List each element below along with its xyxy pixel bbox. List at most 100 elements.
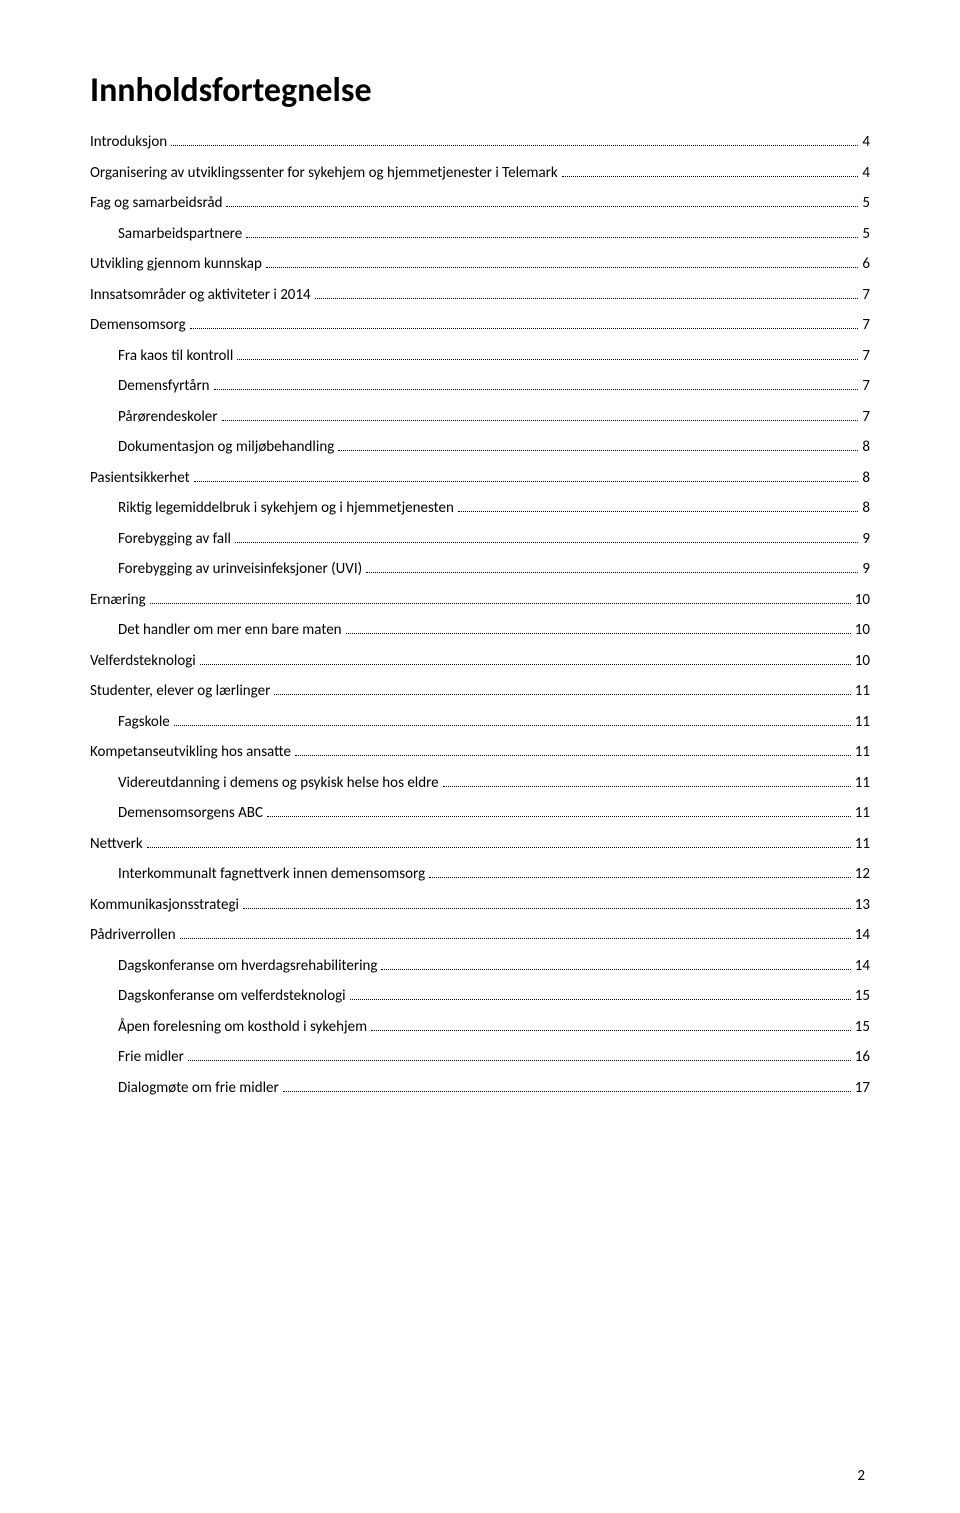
toc-entry-label: Ernæring xyxy=(90,589,146,612)
toc-entry-label: Nettverk xyxy=(90,833,143,856)
toc-entry-label: Utvikling gjennom kunnskap xyxy=(90,253,262,276)
toc-leader-dots xyxy=(267,816,851,817)
toc-entry-label: Demensomsorgens ABC xyxy=(118,802,263,825)
toc-entry[interactable]: Det handler om mer enn bare maten 10 xyxy=(90,619,870,642)
toc-entry-label: Fagskole xyxy=(118,711,170,734)
toc-entry-label: Pådriverrollen xyxy=(90,924,176,947)
toc-leader-dots xyxy=(200,664,851,665)
toc-entry-label: Åpen forelesning om kosthold i sykehjem xyxy=(118,1016,367,1039)
toc-leader-dots xyxy=(274,694,850,695)
toc-entry[interactable]: Introduksjon 4 xyxy=(90,131,870,154)
toc-leader-dots xyxy=(180,938,851,939)
toc-entry-page: 15 xyxy=(855,985,870,1008)
toc-entry[interactable]: Frie midler16 xyxy=(90,1046,870,1069)
toc-leader-dots xyxy=(458,511,859,512)
toc-entry-page: 7 xyxy=(862,375,870,398)
toc-entry[interactable]: Kommunikasjonsstrategi 13 xyxy=(90,894,870,917)
toc-leader-dots xyxy=(350,999,851,1000)
toc-entry[interactable]: Dokumentasjon og miljøbehandling 8 xyxy=(90,436,870,459)
toc-entry[interactable]: Innsatsområder og aktiviteter i 2014 7 xyxy=(90,284,870,307)
toc-entry-label: Dagskonferanse om velferdsteknologi xyxy=(118,985,346,1008)
toc-entry-page: 4 xyxy=(862,131,870,154)
toc-entry-page: 7 xyxy=(862,284,870,307)
toc-entry[interactable]: Nettverk11 xyxy=(90,833,870,856)
toc-entry[interactable]: Pådriverrollen14 xyxy=(90,924,870,947)
toc-entry-label: Dokumentasjon og miljøbehandling xyxy=(118,436,334,459)
toc-leader-dots xyxy=(190,328,859,329)
toc-entry[interactable]: Videreutdanning i demens og psykisk hels… xyxy=(90,772,870,795)
toc-leader-dots xyxy=(295,755,851,756)
toc-entry-label: Det handler om mer enn bare maten xyxy=(118,619,342,642)
toc-entry-page: 8 xyxy=(862,497,870,520)
toc-entry[interactable]: Organisering av utviklingssenter for syk… xyxy=(90,162,870,185)
toc-entry-label: Innsatsområder og aktiviteter i 2014 xyxy=(90,284,311,307)
toc-leader-dots xyxy=(346,633,851,634)
toc-leader-dots xyxy=(246,237,858,238)
toc-entry-page: 8 xyxy=(862,436,870,459)
toc-entry[interactable]: Åpen forelesning om kosthold i sykehjem1… xyxy=(90,1016,870,1039)
toc-entry[interactable]: Dagskonferanse om velferdsteknologi 15 xyxy=(90,985,870,1008)
toc-entry-page: 10 xyxy=(855,619,870,642)
toc-entry-label: Kompetanseutvikling hos ansatte xyxy=(90,741,291,764)
toc-entry[interactable]: Pasientsikkerhet8 xyxy=(90,467,870,490)
toc-leader-dots xyxy=(174,725,851,726)
toc-leader-dots xyxy=(150,603,851,604)
toc-entry[interactable]: Fagskole 11 xyxy=(90,711,870,734)
page-number: 2 xyxy=(857,1467,865,1485)
toc-entry-label: Pasientsikkerhet xyxy=(90,467,190,490)
toc-entry-label: Demensfyrtårn xyxy=(118,375,210,398)
toc-entry-page: 11 xyxy=(855,711,870,734)
toc-entry[interactable]: Velferdsteknologi 10 xyxy=(90,650,870,673)
toc-leader-dots xyxy=(443,786,851,787)
toc-entry-page: 5 xyxy=(862,223,870,246)
toc-entry-label: Kommunikasjonsstrategi xyxy=(90,894,239,917)
toc-entry-label: Pårørendeskoler xyxy=(118,406,218,429)
toc-entry-page: 5 xyxy=(862,192,870,215)
toc-entry[interactable]: Studenter, elever og lærlinger 11 xyxy=(90,680,870,703)
toc-leader-dots xyxy=(283,1091,851,1092)
toc-leader-dots xyxy=(235,542,858,543)
toc-leader-dots xyxy=(237,359,858,360)
toc-entry[interactable]: Forebygging av fall 9 xyxy=(90,528,870,551)
toc-entry-page: 12 xyxy=(855,863,870,886)
toc-entry-page: 13 xyxy=(855,894,870,917)
toc-entry-page: 10 xyxy=(855,650,870,673)
toc-entry-page: 11 xyxy=(855,680,870,703)
toc-leader-dots xyxy=(371,1030,851,1031)
toc-entry[interactable]: Dagskonferanse om hverdagsrehabilitering… xyxy=(90,955,870,978)
toc-entry-label: Velferdsteknologi xyxy=(90,650,196,673)
toc-entry[interactable]: Forebygging av urinveisinfeksjoner (UVI)… xyxy=(90,558,870,581)
toc-entry-page: 10 xyxy=(855,589,870,612)
toc-entry[interactable]: Kompetanseutvikling hos ansatte 11 xyxy=(90,741,870,764)
toc-entry[interactable]: Pårørendeskoler7 xyxy=(90,406,870,429)
toc-entry[interactable]: Interkommunalt fagnettverk innen demenso… xyxy=(90,863,870,886)
toc-entry[interactable]: Demensomsorgens ABC11 xyxy=(90,802,870,825)
toc-leader-dots xyxy=(222,420,859,421)
toc-entry-label: Frie midler xyxy=(118,1046,184,1069)
toc-entry[interactable]: Riktig legemiddelbruk i sykehjem og i hj… xyxy=(90,497,870,520)
toc-entry-label: Forebygging av fall xyxy=(118,528,231,551)
toc-entry[interactable]: Utvikling gjennom kunnskap6 xyxy=(90,253,870,276)
toc-leader-dots xyxy=(266,267,859,268)
toc-leader-dots xyxy=(243,908,851,909)
toc-entry-label: Fag og samarbeidsråd xyxy=(90,192,222,215)
toc-entry[interactable]: Dialogmøte om frie midler17 xyxy=(90,1077,870,1100)
toc-entry-label: Studenter, elever og lærlinger xyxy=(90,680,270,703)
toc-entry[interactable]: Demensomsorg7 xyxy=(90,314,870,337)
toc-leader-dots xyxy=(171,145,858,146)
toc-entry[interactable]: Fra kaos til kontroll7 xyxy=(90,345,870,368)
toc-entry-page: 4 xyxy=(862,162,870,185)
toc-entry-label: Introduksjon xyxy=(90,131,167,154)
toc-entry-page: 11 xyxy=(855,741,870,764)
toc-entry-page: 9 xyxy=(862,528,870,551)
toc-entry-label: Dagskonferanse om hverdagsrehabilitering xyxy=(118,955,377,978)
table-of-contents: Introduksjon 4 Organisering av utviklingss… xyxy=(90,131,870,1099)
toc-entry[interactable]: Samarbeidspartnere 5 xyxy=(90,223,870,246)
toc-entry[interactable]: Demensfyrtårn 7 xyxy=(90,375,870,398)
toc-entry-label: Fra kaos til kontroll xyxy=(118,345,233,368)
toc-entry-label: Samarbeidspartnere xyxy=(118,223,242,246)
toc-entry-label: Organisering av utviklingssenter for syk… xyxy=(90,162,558,185)
toc-entry[interactable]: Fag og samarbeidsråd 5 xyxy=(90,192,870,215)
toc-leader-dots xyxy=(147,847,851,848)
toc-entry[interactable]: Ernæring 10 xyxy=(90,589,870,612)
